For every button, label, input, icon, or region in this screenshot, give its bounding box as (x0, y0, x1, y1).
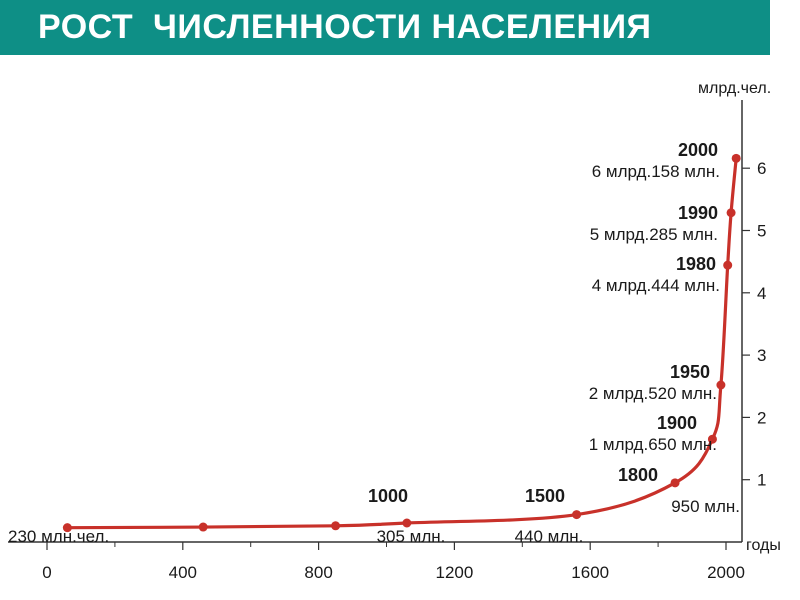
x-tick-label: 0 (42, 563, 51, 582)
annotation-value: 950 млн. (671, 497, 740, 516)
chart-ticks: 0 400 800 1200 1600 2000 1 2 3 4 5 6 млрд.чел. годы (42, 80, 781, 582)
chart-series (62, 153, 741, 533)
data-point (198, 522, 208, 532)
annotation-year: 1000 (368, 486, 408, 506)
x-tick-label: 2000 (707, 563, 745, 582)
x-tick-label: 1600 (571, 563, 609, 582)
annotation-year: 1950 (670, 362, 710, 382)
data-point (731, 153, 741, 163)
annotation-value: 4 млрд.444 млн. (592, 276, 720, 295)
annotation-value: 6 млрд.158 млн. (592, 162, 720, 181)
annotation-value: 230 млн.чел. (8, 527, 109, 546)
annotation-value: 305 млн. (377, 527, 446, 546)
y-tick-label: 1 (757, 471, 766, 490)
x-tick-label: 800 (304, 563, 332, 582)
annotation-value: 2 млрд.520 млн. (589, 384, 717, 403)
annotation-year: 1500 (525, 486, 565, 506)
y-tick-label: 4 (757, 284, 766, 303)
annotation-year: 1900 (657, 413, 697, 433)
y-tick-label: 5 (757, 222, 766, 241)
data-point (726, 208, 736, 218)
chart-axes (8, 100, 743, 543)
data-point (670, 478, 680, 488)
page-title: РОСТ ЧИСЛЕННОСТИ НАСЕЛЕНИЯ (0, 0, 770, 55)
annotation-value: 1 млрд.650 млн. (589, 435, 717, 454)
x-tick-label: 400 (169, 563, 197, 582)
data-point (402, 518, 412, 528)
y-tick-label: 3 (757, 346, 766, 365)
annotation-value: 5 млрд.285 млн. (590, 225, 718, 244)
data-point (62, 523, 72, 533)
chart-annotations: 230 млн.чел. 1000 305 млн. 1500 440 млн. 1800… (8, 140, 740, 546)
data-point (331, 521, 341, 531)
annotation-year: 1980 (676, 254, 716, 274)
annotation-year: 2000 (678, 140, 718, 160)
data-point (716, 380, 726, 390)
x-tick-label: 1200 (435, 563, 473, 582)
y-tick-label: 2 (757, 408, 766, 427)
data-point (707, 434, 717, 444)
annotation-year: 1800 (618, 465, 658, 485)
annotation-year: 1990 (678, 203, 718, 223)
y-tick-label: 6 (757, 159, 766, 178)
y-axis-label: млрд.чел. (698, 80, 771, 97)
x-axis-label: годы (746, 537, 781, 554)
data-point (723, 260, 733, 270)
annotation-value: 440 млн. (515, 527, 584, 546)
data-point (572, 510, 582, 520)
